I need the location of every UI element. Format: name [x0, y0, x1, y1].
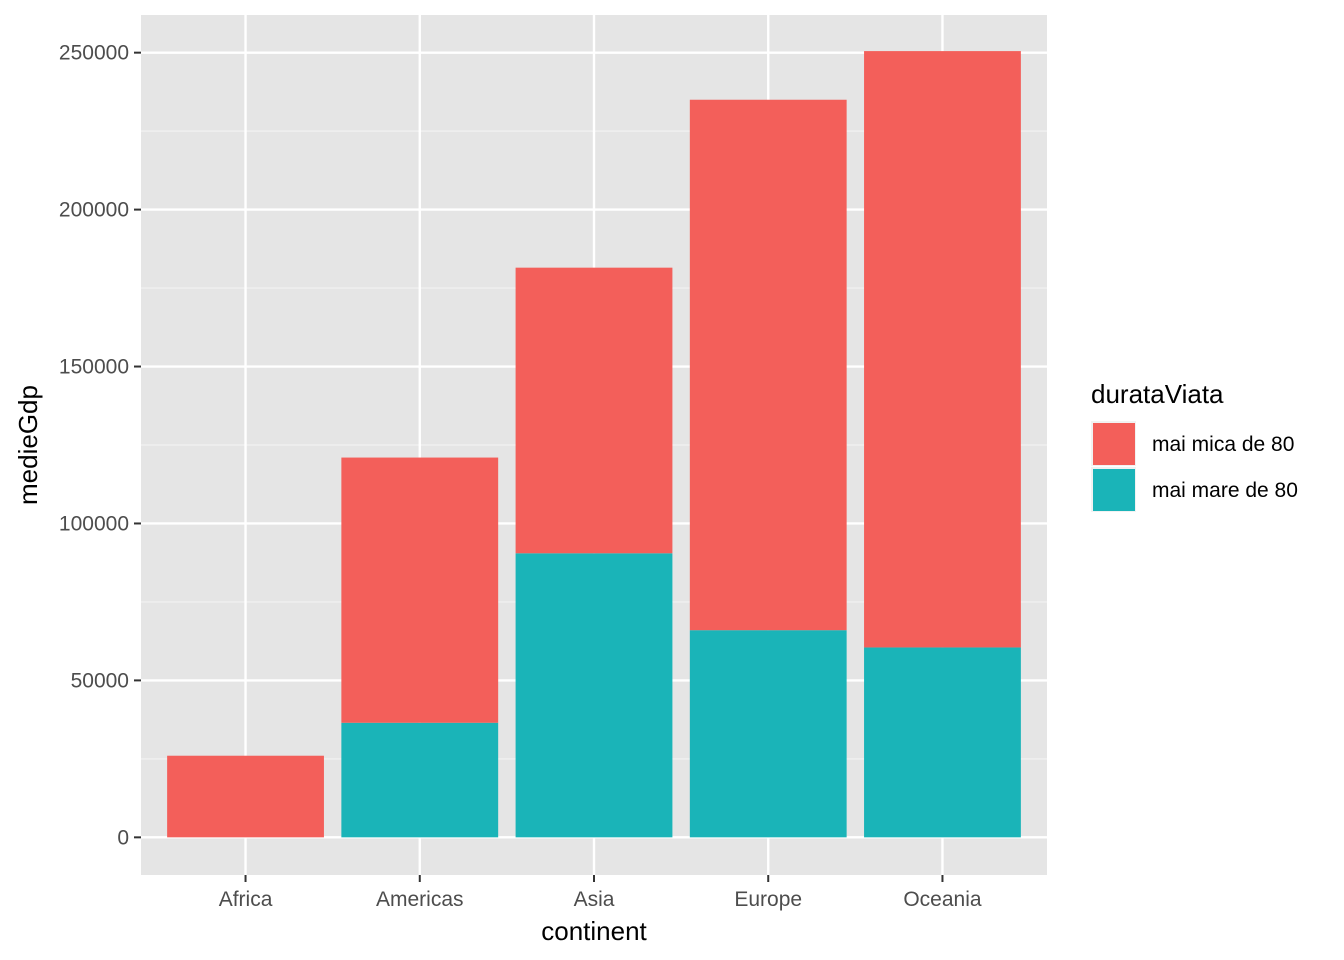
bar-americas-mai-mica-de-80 [341, 457, 499, 723]
y-axis-title: medieGdp [13, 385, 43, 505]
legend-swatch [1093, 423, 1135, 465]
y-tick-label: 200000 [59, 199, 129, 222]
bar-oceania-mai-mica-de-80 [864, 51, 1021, 648]
bar-asia-mai-mare-de-80 [515, 553, 673, 838]
y-tick-label: 150000 [59, 356, 129, 379]
y-tick-label: 0 [117, 826, 129, 849]
legend-title: durataViata [1091, 379, 1224, 409]
bar-europe-mai-mica-de-80 [689, 99, 847, 631]
y-axis: 0 50000 100000 150000 200000 250000 [59, 42, 141, 849]
x-axis: Africa Americas Asia Europe Oceania [219, 875, 982, 911]
y-tick-label: 100000 [59, 512, 129, 535]
legend-items: mai mica de 80 mai mare de 80 [1091, 421, 1298, 512]
legend-label: mai mica de 80 [1152, 433, 1294, 456]
bars [167, 51, 1021, 838]
x-axis-title: continent [541, 916, 647, 946]
y-tick-label: 250000 [59, 42, 129, 65]
bar-americas-mai-mare-de-80 [341, 722, 499, 838]
legend-label: mai mare de 80 [1152, 479, 1298, 502]
bar-asia-mai-mica-de-80 [515, 267, 673, 554]
x-tick-label: Europe [734, 888, 802, 911]
x-tick-label: Oceania [903, 888, 982, 911]
legend: durataViata mai mica de 80 mai mare de 80 [1091, 379, 1298, 512]
x-tick-label: Asia [574, 888, 615, 911]
y-tick-label: 50000 [71, 669, 129, 692]
x-tick-label: Africa [219, 888, 273, 911]
legend-swatch [1093, 469, 1135, 511]
bar-oceania-mai-mare-de-80 [864, 647, 1021, 838]
x-tick-label: Americas [376, 888, 464, 911]
bar-europe-mai-mare-de-80 [689, 630, 847, 838]
bar-africa-mai-mica-de-80 [167, 755, 324, 838]
